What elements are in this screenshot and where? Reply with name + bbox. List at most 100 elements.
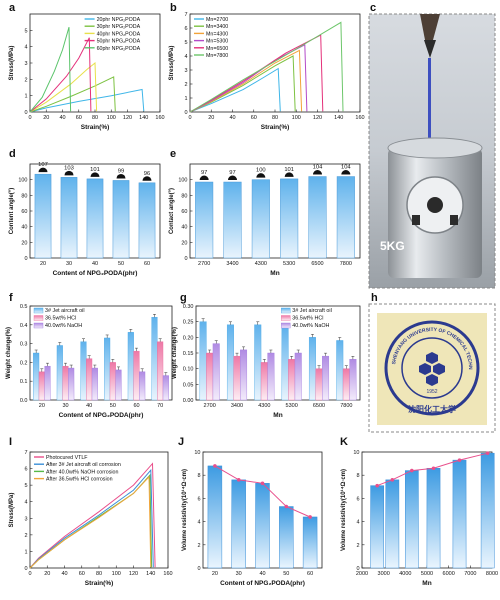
y-tick-label: 100 xyxy=(178,178,187,184)
x-tick-label: 7800 xyxy=(340,261,352,267)
y-tick-label: 3 xyxy=(24,516,27,522)
bar xyxy=(385,479,400,569)
y-tick-label: 2 xyxy=(197,543,200,549)
series-line xyxy=(29,61,98,113)
bar xyxy=(62,365,69,401)
y-axis-label: Stress(MPa) xyxy=(9,493,15,528)
seal-inner-ring-icon xyxy=(401,337,463,399)
legend-swatch xyxy=(281,322,291,329)
bar xyxy=(288,359,296,401)
bar xyxy=(308,176,327,259)
bar xyxy=(254,324,262,401)
bar xyxy=(294,352,302,401)
legend-label: 40.0wt% NaOH xyxy=(292,323,329,329)
panel-letter-a: a xyxy=(9,2,16,14)
legend-swatch xyxy=(33,315,44,321)
bar xyxy=(349,359,357,401)
x-tick-label: 5300 xyxy=(283,261,295,267)
chart-g: 0.00 0.05 0.10 0.15 0.20 0.25 0.30 Weight chang… xyxy=(172,304,361,419)
y-tick-label: 80 xyxy=(21,193,27,199)
x-tick-label: 80 xyxy=(92,115,98,121)
bar-value-label: 96 xyxy=(144,171,150,177)
legend-swatch xyxy=(33,307,44,314)
seal-year: 1952 xyxy=(426,389,437,395)
bar xyxy=(226,324,234,401)
x-tick-label: 20 xyxy=(39,403,45,409)
legend-label: 36.5wt% HCl xyxy=(45,316,76,322)
bar xyxy=(255,483,270,569)
series-line xyxy=(189,55,296,113)
chart-b: 0 1 2 3 4 5 6 7 Stress(MPa) Strain(%) 0 20 40 60 80 100… xyxy=(169,12,365,131)
x-tick-label: 60 xyxy=(251,115,257,121)
plot-frame xyxy=(189,163,361,259)
bar xyxy=(86,358,93,401)
x-tick-label: 160 xyxy=(163,571,172,577)
legend-label: After 40.0wt% NaOH corrosion xyxy=(46,469,118,475)
bar xyxy=(133,350,140,401)
trend-point xyxy=(375,483,379,488)
bar xyxy=(231,479,246,569)
legend-label: 36.5wt% HCl xyxy=(292,316,323,322)
x-axis-label: Mn xyxy=(273,412,282,419)
trend-point xyxy=(485,451,490,455)
bar xyxy=(33,352,40,401)
y-tick-label: 2 xyxy=(24,533,27,539)
y-axis-label: Volume resistivity(10¹⁴Ω·cm) xyxy=(181,469,188,551)
legend-label: 20phr NPG₂PODA xyxy=(97,17,141,23)
series-line xyxy=(189,43,308,113)
x-tick-label: 4000 xyxy=(399,571,411,577)
bar xyxy=(267,352,275,401)
y-tick-label: 0 xyxy=(356,566,359,572)
y-tick-label: 2 xyxy=(356,543,359,549)
x-tick-label: 3000 xyxy=(378,571,390,577)
bar xyxy=(44,365,51,401)
x-tick-label: 120 xyxy=(313,115,322,121)
x-tick-label: 140 xyxy=(139,115,148,121)
bar xyxy=(34,173,52,259)
legend-label: Mn=4300 xyxy=(206,31,228,37)
water-droplet-icon xyxy=(199,175,209,181)
y-axis-label: Volume resistivity(10¹⁴Ω·cm) xyxy=(340,469,347,551)
trend-line xyxy=(377,452,488,487)
legend-label: 40.0wt% NaOH xyxy=(45,323,82,329)
bar-value-label: 99 xyxy=(118,168,124,174)
legend-label: Mn=5300 xyxy=(206,39,228,45)
legend-label: Photocured VTLF xyxy=(46,455,88,461)
y-tick-label: 0 xyxy=(24,110,27,116)
plot-frame xyxy=(195,305,361,401)
x-tick-label: 7800 xyxy=(340,403,352,409)
series-line xyxy=(29,468,154,569)
bar xyxy=(86,178,104,259)
x-axis-label: Strain(%) xyxy=(81,124,110,131)
panel-letter-d: d xyxy=(9,148,16,160)
film-sample-icon xyxy=(377,313,487,425)
x-tick-label: 3400 xyxy=(231,403,243,409)
legend-label: 60phr NPG₂PODA xyxy=(97,46,141,52)
x-tick-label: 0 xyxy=(28,115,31,121)
x-axis-label: Content of NPG₂PODA(phr) xyxy=(59,412,144,419)
bar xyxy=(233,355,241,401)
x-tick-label: 3400 xyxy=(226,261,238,267)
trend-point xyxy=(236,478,241,482)
y-tick-label: 0.10 xyxy=(183,367,194,373)
y-tick-label: 6 xyxy=(24,467,27,473)
bar xyxy=(342,368,350,401)
bar xyxy=(104,337,111,401)
bar xyxy=(56,345,63,401)
x-tick-label: 60 xyxy=(133,403,139,409)
water-droplet-icon xyxy=(284,172,294,177)
series-line xyxy=(189,67,281,113)
legend-swatch xyxy=(281,307,291,314)
series-line xyxy=(29,37,92,113)
bar xyxy=(60,177,78,259)
y-tick-label: 5 xyxy=(24,28,27,34)
legend-label: 3# Jet aircraft oil xyxy=(45,308,85,314)
x-tick-label: 2700 xyxy=(204,403,216,409)
y-tick-label: 1 xyxy=(24,94,27,100)
chart-f: 0.0 0.1 0.2 0.3 0.4 0.5 Weight change(%) Conten… xyxy=(6,304,173,419)
y-tick-label: 20 xyxy=(181,240,187,246)
x-axis-label: Content of NPG₂PODA(phr) xyxy=(53,270,138,277)
y-axis-label: Stress(MPa) xyxy=(169,46,175,81)
y-tick-label: 0.15 xyxy=(183,351,194,357)
